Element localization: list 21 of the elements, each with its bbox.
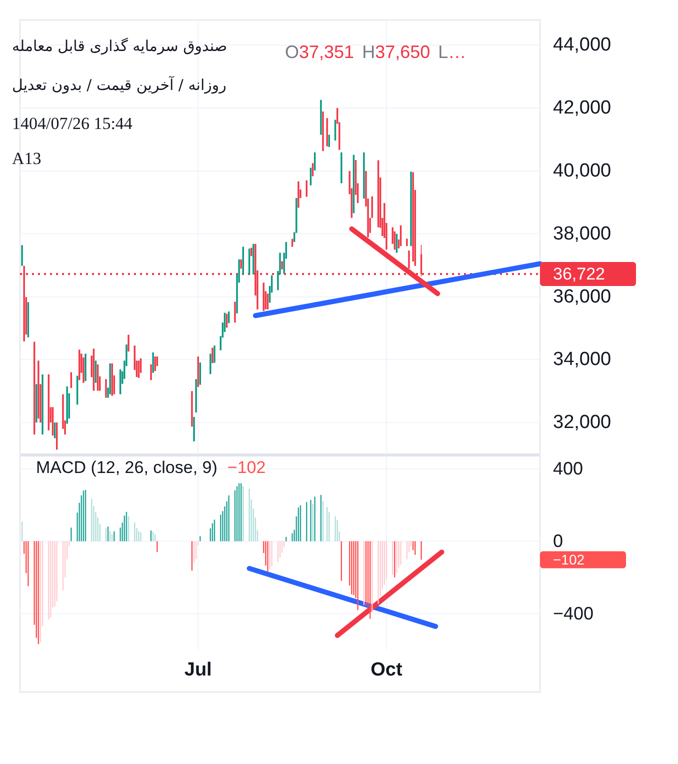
y-tick-label: 42,000 <box>553 98 612 119</box>
chart-title: MACD (12, 26, close, 9) <box>36 458 218 477</box>
x-tick-label: Jul <box>184 660 212 680</box>
y-tick-label: 400 <box>553 458 584 479</box>
x-tick-label: Oct <box>370 660 403 680</box>
y-tick-label: 40,000 <box>553 160 612 182</box>
text: −102 <box>553 552 585 568</box>
y-tick-label: 36,000 <box>553 286 612 308</box>
y-tick-label: 34,000 <box>553 349 612 370</box>
y-tick-label: 0 <box>553 531 564 552</box>
annotation: 1404/07/26 15:44 <box>12 114 133 133</box>
ref-line-label: 36,722 <box>553 264 605 284</box>
annotation: O37,351 H37,650 L… <box>285 42 466 62</box>
y-tick-label: 32,000 <box>553 412 612 434</box>
text: صندوق سرمایه گذاری قابل معامله <box>12 37 228 55</box>
y-tick-label: −400 <box>553 604 594 624</box>
text: روزانه / آخرین قیمت / بدون تعدیل <box>12 75 226 94</box>
annotation: A13 <box>12 149 42 168</box>
annotation: −102 <box>227 458 266 477</box>
y-tick-label: 38,000 <box>553 223 612 244</box>
y-tick-label: 44,000 <box>553 34 612 56</box>
